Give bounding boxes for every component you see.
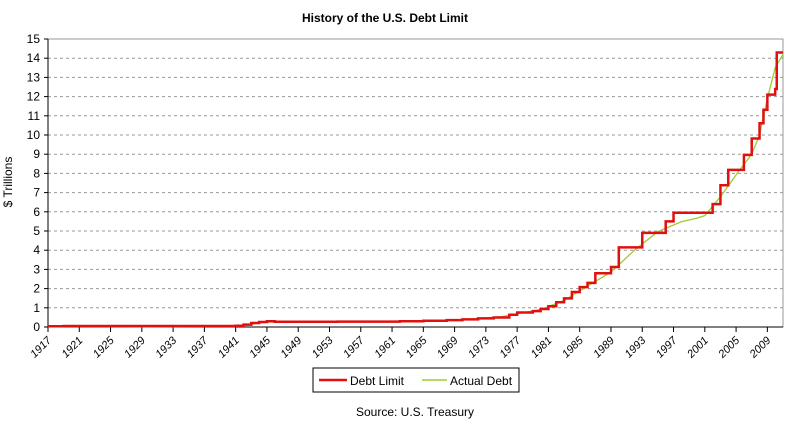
x-tick-label: 1985	[560, 334, 586, 360]
x-tick-label: 1977	[497, 334, 523, 360]
x-tick-label: 1933	[153, 334, 179, 360]
y-tick-label: 10	[27, 128, 41, 142]
legend: Debt Limit Actual Debt	[312, 367, 520, 393]
x-tick-label: 1965	[404, 334, 430, 360]
x-tick-label: 1941	[216, 335, 242, 361]
x-tick-label: 1997	[654, 334, 680, 360]
y-tick-label: 3	[33, 262, 40, 276]
x-tick-label: 1993	[623, 334, 649, 360]
y-tick-label: 8	[33, 166, 40, 180]
x-tick-label: 1957	[341, 334, 367, 360]
y-tick-label: 11	[28, 109, 41, 123]
x-tick-label: 1949	[279, 335, 305, 361]
plot-area-border	[47, 38, 784, 328]
series-line-debt-limit	[48, 51, 783, 328]
source-note: Source: U.S. Treasury	[356, 405, 474, 419]
x-tick-label: 1945	[247, 334, 273, 360]
x-tick-label: 1973	[466, 334, 492, 360]
x-tick-label: 1969	[435, 335, 461, 361]
x-tick-label: 1925	[91, 334, 117, 360]
x-tick-label: 1961	[372, 335, 398, 361]
x-tick-label: 1921	[60, 335, 86, 361]
y-tick-label: 7	[33, 186, 40, 200]
y-tick-label: 1	[33, 301, 40, 315]
y-tick-label: 12	[27, 90, 41, 104]
x-tick-label: 2001	[684, 335, 711, 362]
x-tick-label: 1981	[529, 335, 555, 361]
y-tick-label: 4	[33, 243, 40, 257]
y-tick-label: 5	[33, 224, 40, 238]
legend-label-actual-debt: Actual Debt	[450, 374, 513, 388]
y-tick-label: 13	[27, 70, 41, 84]
x-tick-label: 1917	[28, 334, 54, 360]
y-tick-label: 2	[33, 282, 40, 296]
y-axis-label: $ Trillions	[1, 157, 15, 208]
x-tick-label: 1937	[185, 334, 211, 360]
legend-label-debt-limit: Debt Limit	[350, 374, 405, 388]
x-tick-label: 1953	[310, 334, 336, 360]
y-tick-label: 9	[33, 147, 40, 161]
x-tick-label: 1989	[591, 335, 617, 361]
x-tick-label: 2005	[716, 334, 743, 361]
y-tick-label: 15	[27, 32, 41, 46]
y-tick-label: 14	[27, 51, 41, 65]
legend-box	[312, 367, 520, 393]
x-tick-label: 2009	[747, 335, 774, 362]
series-line-actual-debt	[47, 54, 784, 328]
y-tick-label: 0	[33, 320, 40, 334]
x-tick-label: 1929	[122, 335, 148, 361]
y-tick-label: 6	[33, 205, 40, 219]
chart-title: History of the U.S. Debt Limit	[302, 11, 468, 25]
